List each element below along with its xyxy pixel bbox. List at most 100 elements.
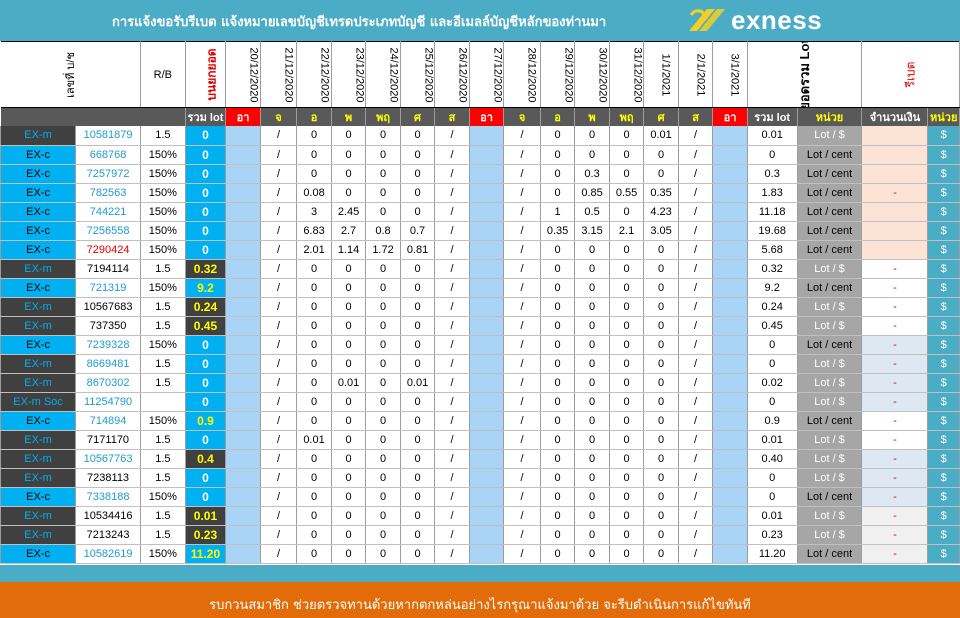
- daily-lot-cell[interactable]: 0: [365, 259, 401, 279]
- table-row[interactable]: EX-c 744221 150% 0/3 2.45 0 0//1 0.5 0 4.23/11.18…: [0, 202, 960, 222]
- daily-lot-cell[interactable]: /: [434, 221, 470, 241]
- daily-lot-cell[interactable]: /: [260, 544, 298, 564]
- daily-lot-cell[interactable]: /: [678, 373, 714, 393]
- daily-lot-cell[interactable]: 0: [609, 525, 645, 545]
- daily-lot-cell[interactable]: 0: [540, 183, 576, 203]
- daily-lot-cell[interactable]: /: [434, 544, 470, 564]
- daily-lot-cell[interactable]: 0: [296, 278, 332, 298]
- daily-lot-cell[interactable]: [712, 126, 748, 146]
- daily-lot-cell[interactable]: /: [678, 449, 714, 469]
- daily-lot-cell[interactable]: [712, 506, 748, 526]
- account-number[interactable]: 7338188: [75, 487, 142, 507]
- daily-lot-cell[interactable]: 0: [331, 392, 367, 412]
- daily-lot-cell[interactable]: [225, 297, 261, 317]
- daily-lot-cell[interactable]: 3.15: [574, 221, 610, 241]
- account-number[interactable]: 7239328: [75, 335, 142, 355]
- account-number[interactable]: 714894: [75, 411, 142, 431]
- daily-lot-cell[interactable]: [469, 430, 505, 450]
- table-row[interactable]: EX-m Soc 11254790 0/0 0 0 0//0 0 0 0/0 Lot / $ - $: [0, 392, 960, 412]
- daily-lot-cell[interactable]: /: [260, 487, 298, 507]
- account-number[interactable]: 668768: [75, 145, 142, 165]
- daily-lot-cell[interactable]: 1: [540, 202, 576, 222]
- daily-lot-cell[interactable]: 0: [296, 392, 332, 412]
- daily-lot-cell[interactable]: [225, 544, 261, 564]
- daily-lot-cell[interactable]: 3: [296, 202, 332, 222]
- daily-lot-cell[interactable]: 0: [365, 411, 401, 431]
- daily-lot-cell[interactable]: 0: [400, 278, 436, 298]
- table-row[interactable]: EX-c 714894 150% 0.9/0 0 0 0//0 0 0 0/0.9 Lot / ce…: [0, 411, 960, 431]
- table-row[interactable]: EX-m 8669481 1.5 0/0 0 0 0//0 0 0 0/0 Lot / $ - $: [0, 354, 960, 374]
- daily-lot-cell[interactable]: 0: [365, 392, 401, 412]
- daily-lot-cell[interactable]: 0: [643, 240, 679, 260]
- daily-lot-cell[interactable]: [712, 145, 748, 165]
- daily-lot-cell[interactable]: 0: [540, 259, 576, 279]
- daily-lot-cell[interactable]: /: [678, 164, 714, 184]
- daily-lot-cell[interactable]: /: [260, 202, 298, 222]
- daily-lot-cell[interactable]: 0: [609, 449, 645, 469]
- daily-lot-cell[interactable]: 0: [540, 354, 576, 374]
- daily-lot-cell[interactable]: [712, 392, 748, 412]
- daily-lot-cell[interactable]: /: [260, 164, 298, 184]
- table-row[interactable]: EX-c 7290424 150% 0/2.01 1.14 1.72 0.81//0 0 0 0/…: [0, 240, 960, 260]
- daily-lot-cell[interactable]: [225, 316, 261, 336]
- daily-lot-cell[interactable]: /: [503, 126, 541, 146]
- daily-lot-cell[interactable]: [469, 373, 505, 393]
- daily-lot-cell[interactable]: 0: [643, 487, 679, 507]
- daily-lot-cell[interactable]: /: [678, 544, 714, 564]
- daily-lot-cell[interactable]: [712, 297, 748, 317]
- daily-lot-cell[interactable]: 0: [574, 430, 610, 450]
- daily-lot-cell[interactable]: 0: [400, 202, 436, 222]
- daily-lot-cell[interactable]: [469, 183, 505, 203]
- daily-lot-cell[interactable]: 0: [365, 506, 401, 526]
- daily-lot-cell[interactable]: 0: [365, 316, 401, 336]
- daily-lot-cell[interactable]: /: [503, 145, 541, 165]
- daily-lot-cell[interactable]: /: [434, 468, 470, 488]
- daily-lot-cell[interactable]: 0: [643, 297, 679, 317]
- account-number[interactable]: 10582619: [75, 544, 142, 564]
- daily-lot-cell[interactable]: [469, 316, 505, 336]
- daily-lot-cell[interactable]: [225, 354, 261, 374]
- daily-lot-cell[interactable]: 0: [609, 411, 645, 431]
- account-number[interactable]: 10581879: [75, 126, 142, 146]
- daily-lot-cell[interactable]: 0: [574, 525, 610, 545]
- table-row[interactable]: EX-m 7194114 1.5 0.32/0 0 0 0//0 0 0 0/0.32 Lot / …: [0, 259, 960, 279]
- daily-lot-cell[interactable]: 0: [400, 506, 436, 526]
- daily-lot-cell[interactable]: 0: [400, 297, 436, 317]
- daily-lot-cell[interactable]: 4.23: [643, 202, 679, 222]
- daily-lot-cell[interactable]: 0: [365, 164, 401, 184]
- daily-lot-cell[interactable]: 0: [540, 335, 576, 355]
- daily-lot-cell[interactable]: 0: [331, 164, 367, 184]
- daily-lot-cell[interactable]: [469, 487, 505, 507]
- daily-lot-cell[interactable]: /: [260, 297, 298, 317]
- daily-lot-cell[interactable]: [712, 221, 748, 241]
- daily-lot-cell[interactable]: /: [678, 487, 714, 507]
- daily-lot-cell[interactable]: 0: [609, 487, 645, 507]
- daily-lot-cell[interactable]: 0.85: [574, 183, 610, 203]
- daily-lot-cell[interactable]: 0: [643, 354, 679, 374]
- daily-lot-cell[interactable]: 0: [365, 335, 401, 355]
- daily-lot-cell[interactable]: 0: [400, 449, 436, 469]
- daily-lot-cell[interactable]: /: [678, 316, 714, 336]
- daily-lot-cell[interactable]: 0: [296, 449, 332, 469]
- daily-lot-cell[interactable]: /: [678, 525, 714, 545]
- daily-lot-cell[interactable]: 0: [331, 430, 367, 450]
- account-number[interactable]: 7290424: [75, 240, 142, 260]
- daily-lot-cell[interactable]: [225, 164, 261, 184]
- daily-lot-cell[interactable]: [469, 544, 505, 564]
- daily-lot-cell[interactable]: 0: [574, 544, 610, 564]
- daily-lot-cell[interactable]: [712, 354, 748, 374]
- account-number[interactable]: 7171170: [75, 430, 142, 450]
- daily-lot-cell[interactable]: /: [260, 430, 298, 450]
- daily-lot-cell[interactable]: 0: [643, 468, 679, 488]
- daily-lot-cell[interactable]: /: [503, 164, 541, 184]
- daily-lot-cell[interactable]: /: [678, 335, 714, 355]
- daily-lot-cell[interactable]: 0: [400, 259, 436, 279]
- daily-lot-cell[interactable]: [712, 449, 748, 469]
- daily-lot-cell[interactable]: /: [434, 316, 470, 336]
- daily-lot-cell[interactable]: 0: [540, 164, 576, 184]
- daily-lot-cell[interactable]: [712, 202, 748, 222]
- daily-lot-cell[interactable]: 0: [540, 525, 576, 545]
- daily-lot-cell[interactable]: [225, 430, 261, 450]
- daily-lot-cell[interactable]: 0: [540, 278, 576, 298]
- daily-lot-cell[interactable]: 0.55: [609, 183, 645, 203]
